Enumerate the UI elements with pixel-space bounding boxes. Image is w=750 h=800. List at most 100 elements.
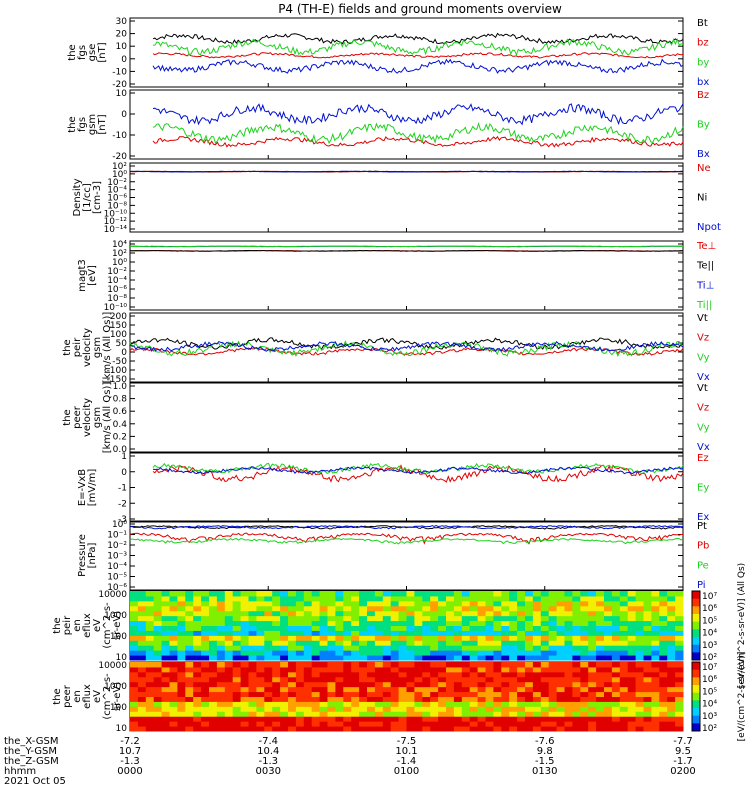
spectrogram-cell (477, 721, 486, 727)
spectrogram-cell (667, 662, 676, 668)
spectrogram-cell (540, 615, 550, 622)
spectrogram-cell (596, 610, 605, 617)
spectrogram-cell (153, 691, 163, 697)
spectrogram-cell (477, 666, 486, 673)
spectrogram-cell (501, 676, 510, 683)
spectrogram-cell (580, 650, 589, 656)
legend-Npot: Npot (697, 222, 721, 233)
spectrogram-cell (517, 721, 526, 727)
spectrogram-cell (240, 716, 249, 722)
spectrogram-cell (461, 595, 471, 602)
spectrogram-cell (667, 650, 676, 656)
spectrogram-cell (532, 605, 542, 612)
legend-Ti⊥: Ti⊥ (696, 280, 714, 291)
spectrogram-cell (303, 620, 313, 626)
spectrogram-cell (414, 615, 423, 622)
spectrogram-cell (161, 671, 170, 678)
spectrogram-cell (193, 716, 202, 722)
spectrogram-cell (145, 662, 155, 668)
spectrogram-cell (177, 610, 186, 617)
spectrogram-cell (161, 610, 170, 617)
spectrogram-cell (367, 625, 376, 631)
spectrogram-cell (130, 645, 139, 651)
spectrogram-cell (643, 655, 652, 661)
spectrogram-cell (161, 615, 170, 622)
spectrogram-cell (327, 595, 336, 602)
spectrogram-cell (469, 600, 479, 607)
spectrogram-cell (501, 721, 510, 727)
spectrogram-cell (295, 686, 305, 693)
y-axis-label-line: eV (92, 619, 103, 632)
spectrogram-cell (288, 681, 297, 688)
spectrogram-cell (667, 681, 676, 688)
spectrogram-cell (675, 716, 684, 722)
spectrogram-cell (319, 645, 328, 651)
spectrogram-cell (280, 716, 289, 722)
spectrogram-cell (248, 645, 257, 651)
spectrogram-cell (343, 706, 352, 712)
spectrogram-cell (390, 662, 400, 668)
spectrogram-cell (572, 726, 581, 732)
spectrogram-cell (619, 615, 629, 622)
legend-Te⊥: Te⊥ (696, 241, 716, 252)
panel-5: thepeirvelocitygsm[km/s (All Qs)]2001501… (62, 312, 710, 385)
spectrogram-cell (643, 645, 652, 651)
spectrogram-cell (201, 671, 210, 678)
spectrogram-cell (564, 655, 573, 661)
spectrogram-cell (311, 595, 321, 602)
spectrogram-cell (548, 635, 558, 641)
spectrogram-cell (280, 711, 289, 717)
spectrogram-cell (430, 676, 439, 683)
y-tick-label: 10⁻³ (107, 552, 127, 562)
spectrogram-cell (453, 696, 463, 702)
spectrogram-cell (604, 711, 613, 717)
spectrogram-cell (248, 625, 257, 631)
y-axis-label: thefgsgsm[nT] (67, 114, 108, 135)
spectrogram-cell (398, 650, 407, 656)
legend-Ni: Ni (697, 193, 707, 204)
spectrogram-cell (556, 671, 565, 678)
spectrogram-cell (532, 691, 542, 697)
spectrogram-cell (327, 610, 336, 617)
spectrogram-cell (145, 711, 155, 717)
spectrogram-cell (280, 721, 289, 727)
spectrogram-cell (130, 711, 139, 717)
spectrogram-cell (224, 630, 234, 636)
spectrogram-cell (548, 701, 558, 707)
spectrogram-cell (130, 696, 139, 702)
x-row-value: -7.6 (535, 736, 555, 747)
colorbar-segment (692, 669, 700, 678)
spectrogram-cell (209, 655, 218, 661)
spectrogram-cell (367, 666, 376, 673)
spectrogram-cell (406, 666, 415, 673)
spectrogram-cell (540, 650, 550, 656)
spectrogram-cell (130, 671, 139, 678)
spectrogram-cell (145, 645, 155, 651)
x-row-value: 0200 (670, 766, 695, 777)
spectrogram-cell (390, 640, 400, 646)
spectrogram-cell (240, 630, 249, 636)
spectrogram-cell (382, 696, 392, 702)
spectrogram-cell (501, 620, 510, 626)
spectrogram-cell (517, 591, 526, 597)
legend-Bx: Bx (697, 149, 710, 160)
spectrogram-cell (493, 662, 502, 668)
spectrogram-cell (161, 595, 170, 602)
spectrogram-cell (651, 726, 660, 732)
spectrogram-cell (572, 676, 581, 683)
spectrogram-cell (224, 662, 234, 668)
spectrogram-cell (635, 591, 644, 597)
spectrogram-cell (556, 662, 565, 668)
spectrogram-cell (224, 681, 234, 688)
spectrogram-cell (232, 610, 242, 617)
spectrogram-cell (248, 706, 257, 712)
spectrogram-cell (193, 726, 202, 732)
spectrogram-cell (548, 655, 558, 661)
spectrogram-cell (532, 686, 542, 693)
spectrogram-cell (659, 666, 668, 673)
spectrogram-cell (272, 676, 281, 683)
spectrogram-cell (596, 615, 605, 622)
spectrogram-cell (169, 595, 178, 602)
series-bz (152, 52, 684, 59)
spectrogram-cell (611, 671, 621, 678)
